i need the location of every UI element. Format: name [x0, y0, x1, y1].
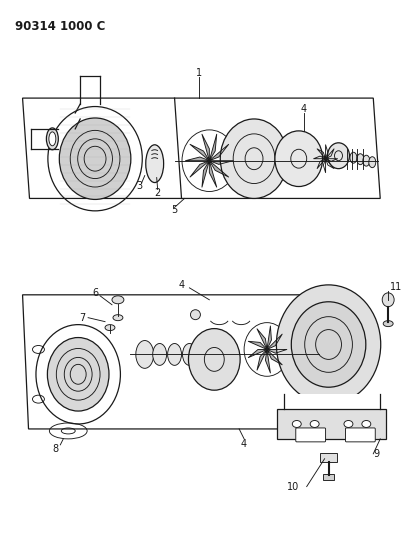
Ellipse shape	[49, 132, 56, 146]
Ellipse shape	[350, 152, 357, 163]
Polygon shape	[190, 144, 209, 160]
Polygon shape	[202, 134, 209, 160]
Polygon shape	[185, 157, 209, 160]
Text: 4: 4	[179, 280, 185, 290]
Polygon shape	[267, 350, 282, 365]
Ellipse shape	[357, 154, 364, 165]
FancyBboxPatch shape	[345, 428, 375, 442]
Polygon shape	[257, 350, 267, 370]
Text: 4: 4	[301, 104, 307, 114]
Polygon shape	[209, 144, 229, 160]
Ellipse shape	[363, 155, 370, 166]
Text: 8: 8	[52, 444, 58, 454]
Ellipse shape	[183, 343, 196, 365]
Ellipse shape	[310, 421, 319, 427]
Ellipse shape	[292, 421, 301, 427]
FancyBboxPatch shape	[323, 474, 334, 480]
Ellipse shape	[220, 119, 288, 198]
Polygon shape	[209, 160, 229, 177]
Ellipse shape	[146, 145, 164, 182]
Ellipse shape	[168, 343, 181, 365]
Polygon shape	[277, 409, 386, 439]
Polygon shape	[265, 350, 271, 373]
Text: 11: 11	[390, 282, 403, 292]
Ellipse shape	[105, 325, 115, 330]
Text: 4: 4	[241, 439, 247, 449]
Ellipse shape	[291, 302, 366, 387]
Text: 10: 10	[287, 482, 299, 491]
FancyBboxPatch shape	[320, 453, 337, 462]
Polygon shape	[248, 350, 267, 358]
FancyBboxPatch shape	[296, 428, 326, 442]
Ellipse shape	[344, 421, 353, 427]
Ellipse shape	[47, 128, 58, 150]
Ellipse shape	[47, 337, 109, 411]
Text: 2: 2	[155, 189, 161, 198]
Ellipse shape	[113, 314, 123, 321]
Text: 1: 1	[196, 68, 202, 78]
Polygon shape	[267, 350, 287, 353]
Polygon shape	[202, 160, 209, 187]
Ellipse shape	[136, 341, 154, 368]
Ellipse shape	[59, 118, 131, 199]
Ellipse shape	[188, 329, 240, 390]
Text: 5: 5	[171, 205, 178, 215]
Polygon shape	[209, 160, 217, 187]
Text: 6: 6	[92, 288, 98, 298]
Polygon shape	[257, 329, 267, 350]
Polygon shape	[267, 326, 271, 350]
Text: 9: 9	[373, 449, 379, 459]
Polygon shape	[267, 334, 282, 350]
Ellipse shape	[383, 321, 393, 327]
Text: 3: 3	[137, 181, 143, 190]
Polygon shape	[209, 160, 233, 164]
Ellipse shape	[328, 143, 350, 168]
Ellipse shape	[276, 285, 381, 404]
Ellipse shape	[275, 131, 323, 187]
Circle shape	[190, 310, 200, 320]
FancyBboxPatch shape	[279, 394, 378, 444]
Polygon shape	[248, 341, 267, 350]
Ellipse shape	[112, 296, 124, 304]
Ellipse shape	[382, 293, 394, 306]
Text: 7: 7	[79, 313, 85, 322]
Polygon shape	[190, 160, 209, 177]
Ellipse shape	[153, 343, 166, 365]
Ellipse shape	[369, 157, 376, 168]
Polygon shape	[209, 134, 217, 160]
Text: 90314 1000 C: 90314 1000 C	[15, 20, 105, 33]
Ellipse shape	[362, 421, 371, 427]
